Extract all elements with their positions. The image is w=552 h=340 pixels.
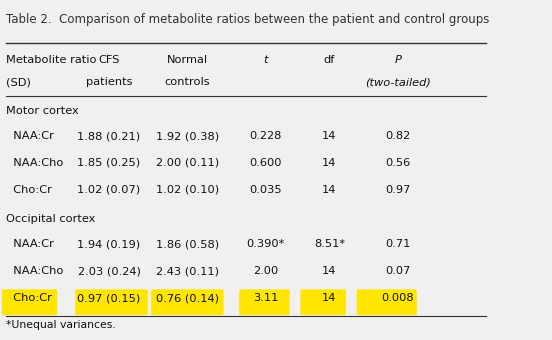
Text: 1.02 (0.10): 1.02 (0.10) bbox=[156, 185, 219, 195]
Text: 3.11: 3.11 bbox=[253, 293, 278, 303]
Text: 0.390*: 0.390* bbox=[247, 239, 285, 249]
Text: Metabolite ratio: Metabolite ratio bbox=[6, 55, 97, 65]
Text: 1.94 (0.19): 1.94 (0.19) bbox=[77, 239, 141, 249]
Text: 0.035: 0.035 bbox=[250, 185, 282, 195]
Text: 2.00 (0.11): 2.00 (0.11) bbox=[156, 158, 219, 168]
Text: 0.600: 0.600 bbox=[250, 158, 282, 168]
FancyBboxPatch shape bbox=[75, 289, 148, 315]
Text: (SD): (SD) bbox=[6, 77, 31, 87]
Text: 14: 14 bbox=[322, 266, 337, 276]
Text: 14: 14 bbox=[322, 158, 337, 168]
Text: 1.02 (0.07): 1.02 (0.07) bbox=[77, 185, 141, 195]
FancyBboxPatch shape bbox=[239, 289, 290, 315]
Text: 0.228: 0.228 bbox=[250, 131, 282, 141]
Text: NAA:Cho: NAA:Cho bbox=[6, 158, 63, 168]
FancyBboxPatch shape bbox=[151, 289, 224, 315]
Text: 2.03 (0.24): 2.03 (0.24) bbox=[78, 266, 141, 276]
Text: 0.82: 0.82 bbox=[385, 131, 410, 141]
Text: Motor cortex: Motor cortex bbox=[6, 106, 79, 116]
Text: controls: controls bbox=[164, 77, 210, 87]
Text: Cho:Cr: Cho:Cr bbox=[6, 293, 52, 303]
FancyBboxPatch shape bbox=[300, 289, 346, 315]
Text: 0.97: 0.97 bbox=[385, 185, 411, 195]
Text: 2.43 (0.11): 2.43 (0.11) bbox=[156, 266, 219, 276]
Text: 8.51*: 8.51* bbox=[314, 239, 345, 249]
Text: 0.71: 0.71 bbox=[385, 239, 411, 249]
Text: Normal: Normal bbox=[167, 55, 208, 65]
Text: 14: 14 bbox=[322, 131, 337, 141]
Text: t: t bbox=[263, 55, 268, 65]
Text: patients: patients bbox=[86, 77, 132, 87]
Text: 0.76 (0.14): 0.76 (0.14) bbox=[156, 293, 219, 303]
Text: 0.07: 0.07 bbox=[385, 266, 411, 276]
Text: 0.56: 0.56 bbox=[385, 158, 410, 168]
Text: Occipital cortex: Occipital cortex bbox=[6, 214, 95, 224]
Text: NAA:Cr: NAA:Cr bbox=[6, 131, 54, 141]
FancyBboxPatch shape bbox=[2, 289, 57, 315]
Text: 1.85 (0.25): 1.85 (0.25) bbox=[77, 158, 141, 168]
Text: NAA:Cr: NAA:Cr bbox=[6, 239, 54, 249]
Text: P: P bbox=[394, 55, 401, 65]
Text: 0.97 (0.15): 0.97 (0.15) bbox=[77, 293, 141, 303]
Text: Cho:Cr: Cho:Cr bbox=[6, 185, 52, 195]
Text: 14: 14 bbox=[322, 293, 337, 303]
Text: 0.008: 0.008 bbox=[381, 293, 414, 303]
Text: 1.92 (0.38): 1.92 (0.38) bbox=[156, 131, 219, 141]
Text: *Unequal variances.: *Unequal variances. bbox=[6, 320, 116, 330]
Text: df: df bbox=[323, 55, 335, 65]
Text: (two-tailed): (two-tailed) bbox=[365, 77, 431, 87]
Text: CFS: CFS bbox=[98, 55, 120, 65]
Text: 1.86 (0.58): 1.86 (0.58) bbox=[156, 239, 219, 249]
Text: 14: 14 bbox=[322, 185, 337, 195]
Text: 1.88 (0.21): 1.88 (0.21) bbox=[77, 131, 141, 141]
Text: Table 2.  Comparison of metabolite ratios between the patient and control groups: Table 2. Comparison of metabolite ratios… bbox=[6, 13, 490, 26]
Text: NAA:Cho: NAA:Cho bbox=[6, 266, 63, 276]
FancyBboxPatch shape bbox=[357, 289, 417, 315]
Text: 2.00: 2.00 bbox=[253, 266, 278, 276]
